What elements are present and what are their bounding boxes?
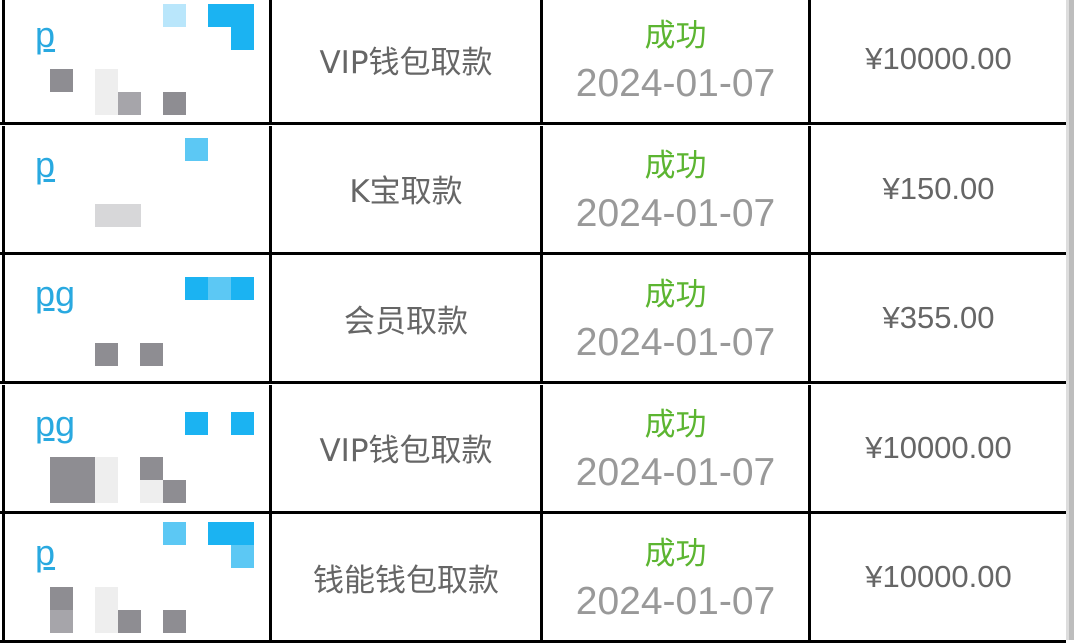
user-link[interactable]: pg xyxy=(35,273,76,314)
redacted-pixel xyxy=(95,343,118,366)
redacted-pixel xyxy=(231,411,254,435)
redacted-pixel xyxy=(95,587,118,610)
status-cell: 成功 2024-01-07 xyxy=(540,0,808,122)
redacted-pixel xyxy=(185,137,208,161)
table-row: pg VIP钱包取款 成功 2024-01-07 ¥10000.00 xyxy=(0,384,1069,514)
redacted-pixel xyxy=(185,277,208,300)
redacted-pixel xyxy=(95,479,118,503)
amount-cell: ¥355.00 xyxy=(808,255,1069,381)
redacted-pixel xyxy=(50,587,73,610)
amount-cell: ¥10000.00 xyxy=(808,384,1069,511)
redacted-pixel xyxy=(231,4,254,27)
redacted-pixel xyxy=(118,610,141,633)
table-row: p 钱能钱包取款 成功 2024-01-07 ¥10000.00 xyxy=(0,514,1069,643)
scrollbar-thumb[interactable] xyxy=(1069,0,1074,640)
status-badge: 成功 xyxy=(644,18,707,54)
redacted-pixel xyxy=(163,610,186,633)
redacted-pixel xyxy=(208,277,231,300)
type-cell: VIP钱包取款 xyxy=(269,384,540,511)
redacted-pixel xyxy=(50,456,73,480)
redacted-pixel xyxy=(95,92,118,115)
redacted-pixel xyxy=(73,479,96,503)
redacted-pixel xyxy=(208,522,231,545)
status-cell: 成功 2024-01-07 xyxy=(540,514,808,640)
user-link[interactable]: pg xyxy=(35,402,76,444)
type-cell: 会员取款 xyxy=(269,255,540,381)
amount-cell: ¥10000.00 xyxy=(808,514,1069,640)
table-row: p VIP钱包取款 成功 2024-01-07 ¥10000.00 xyxy=(0,0,1069,125)
redacted-pixel xyxy=(118,203,141,227)
type-cell: 钱能钱包取款 xyxy=(269,514,540,640)
user-link[interactable]: p xyxy=(35,532,56,573)
user-cell: p xyxy=(2,0,269,122)
table-row: p K宝取款 成功 2024-01-07 ¥150.00 xyxy=(0,125,1069,255)
user-cell: p xyxy=(2,125,269,252)
date-text: 2024-01-07 xyxy=(575,580,776,623)
date-text: 2024-01-07 xyxy=(575,450,776,494)
redacted-pixel xyxy=(95,456,118,480)
redacted-pixel xyxy=(231,277,254,300)
redacted-pixel xyxy=(140,479,163,503)
amount-cell: ¥10000.00 xyxy=(808,0,1069,122)
table-row: pg 会员取款 成功 2024-01-07 ¥355.00 xyxy=(0,255,1069,384)
date-text: 2024-01-07 xyxy=(575,62,776,105)
redacted-pixel xyxy=(185,411,208,435)
redacted-pixel xyxy=(95,610,118,633)
status-badge: 成功 xyxy=(644,536,707,572)
date-text: 2024-01-07 xyxy=(575,191,776,235)
redacted-pixel xyxy=(50,610,73,633)
user-link[interactable]: p xyxy=(35,143,56,185)
type-cell: K宝取款 xyxy=(269,125,540,252)
status-cell: 成功 2024-01-07 xyxy=(540,125,808,252)
redacted-pixel xyxy=(140,456,163,480)
redacted-pixel xyxy=(231,545,254,568)
redacted-pixel xyxy=(140,343,163,366)
status-cell: 成功 2024-01-07 xyxy=(540,384,808,511)
redacted-pixel xyxy=(231,27,254,50)
user-cell: p xyxy=(2,514,269,640)
user-link[interactable]: p xyxy=(35,14,56,55)
redacted-pixel xyxy=(163,479,186,503)
redacted-pixel xyxy=(73,456,96,480)
redacted-pixel xyxy=(231,522,254,545)
redacted-pixel xyxy=(95,69,118,92)
user-cell: pg xyxy=(2,384,269,511)
scrollbar-track[interactable] xyxy=(1066,0,1069,640)
date-text: 2024-01-07 xyxy=(575,321,776,364)
redacted-pixel xyxy=(208,4,231,27)
status-badge: 成功 xyxy=(644,406,707,443)
amount-cell: ¥150.00 xyxy=(808,125,1069,252)
redacted-pixel xyxy=(95,203,118,227)
user-cell: pg xyxy=(2,255,269,381)
redacted-pixel xyxy=(50,479,73,503)
redacted-pixel xyxy=(163,92,186,115)
status-cell: 成功 2024-01-07 xyxy=(540,255,808,381)
redacted-pixel xyxy=(163,522,186,545)
redacted-pixel xyxy=(163,4,186,27)
status-badge: 成功 xyxy=(644,277,707,313)
type-cell: VIP钱包取款 xyxy=(269,0,540,122)
redacted-pixel xyxy=(118,92,141,115)
redacted-pixel xyxy=(50,69,73,92)
status-badge: 成功 xyxy=(644,147,707,184)
